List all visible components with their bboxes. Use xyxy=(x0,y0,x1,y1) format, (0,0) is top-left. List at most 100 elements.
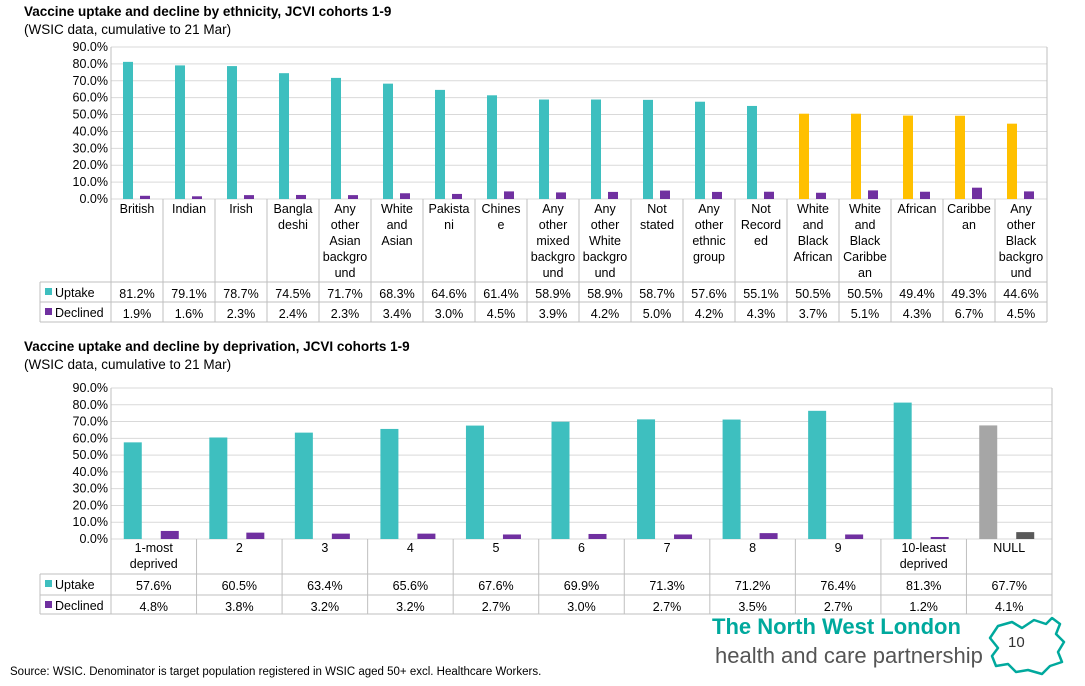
eth-uptake-label: 50.5% xyxy=(847,287,882,301)
eth-category-label: Asian xyxy=(329,234,360,248)
eth-category-label: White xyxy=(797,202,829,216)
eth-category-label: Any xyxy=(334,202,356,216)
dep-category-label: 5 xyxy=(492,541,499,555)
eth-category-label: other xyxy=(331,218,360,232)
dep-ytick-label: 0.0% xyxy=(80,532,109,546)
eth-declined-bar xyxy=(868,190,878,199)
dep-ytick-label: 60.0% xyxy=(73,431,108,445)
eth-uptake-bar xyxy=(955,115,965,199)
eth-category-label: Black xyxy=(798,234,829,248)
logo-line1: The North West London xyxy=(712,614,961,639)
eth-uptake-label: 58.9% xyxy=(535,287,570,301)
dep-declined-bar xyxy=(1016,532,1035,539)
eth-category-label: deshi xyxy=(278,218,308,232)
eth-uptake-bar xyxy=(227,66,237,199)
eth-declined-bar xyxy=(400,193,410,199)
eth-declined-label: 3.9% xyxy=(539,307,568,321)
eth-category-label: Pakista xyxy=(429,202,470,216)
eth-declined-bar xyxy=(816,192,826,199)
eth-declined-label: 4.5% xyxy=(487,307,516,321)
eth-category-label: Asian xyxy=(381,234,412,248)
eth-uptake-bar xyxy=(799,113,809,199)
dep-legend-uptake-label: Uptake xyxy=(55,578,95,592)
eth-uptake-bar xyxy=(487,95,497,199)
dep-declined-label: 4.1% xyxy=(995,600,1024,614)
dep-ytick-label: 40.0% xyxy=(73,465,108,479)
eth-category-label: and xyxy=(855,218,876,232)
chart1-subtitle: (WSIC data, cumulative to 21 Mar) xyxy=(24,22,232,37)
eth-category-label: Not xyxy=(751,202,771,216)
eth-uptake-label: 58.7% xyxy=(639,287,674,301)
eth-category-label: African xyxy=(898,202,937,216)
dep-declined-bar xyxy=(845,534,864,539)
dep-category-label: 1-most xyxy=(135,541,174,555)
dep-declined-label: 4.8% xyxy=(140,600,169,614)
eth-uptake-bar xyxy=(643,99,653,199)
eth-declined-bar xyxy=(920,191,930,199)
eth-declined-label: 4.5% xyxy=(1007,307,1036,321)
eth-category-label: Any xyxy=(594,202,616,216)
eth-declined-label: 4.3% xyxy=(903,307,932,321)
eth-uptake-label: 50.5% xyxy=(795,287,830,301)
dep-uptake-bar xyxy=(722,419,741,539)
dep-declined-label: 3.2% xyxy=(396,600,425,614)
eth-uptake-bar xyxy=(539,99,549,199)
eth-declined-bar xyxy=(244,195,254,199)
logo-line2: health and care partnership xyxy=(715,643,983,668)
eth-uptake-label: 57.6% xyxy=(691,287,726,301)
eth-declined-bar xyxy=(556,192,566,199)
eth-ytick-label: 20.0% xyxy=(73,158,108,172)
eth-uptake-bar xyxy=(435,89,445,199)
eth-category-label: Any xyxy=(1010,202,1032,216)
eth-uptake-label: 79.1% xyxy=(171,287,206,301)
dep-uptake-bar xyxy=(123,442,142,539)
eth-category-label: Irish xyxy=(229,202,253,216)
eth-declined-label: 5.0% xyxy=(643,307,672,321)
nwl-logo: The North West London health and care pa… xyxy=(712,612,1072,678)
eth-uptake-label: 58.9% xyxy=(587,287,622,301)
dep-uptake-label: 57.6% xyxy=(136,579,171,593)
eth-declined-bar xyxy=(296,194,306,199)
dep-ytick-label: 10.0% xyxy=(73,515,108,529)
eth-category-label: Black xyxy=(850,234,881,248)
eth-declined-bar xyxy=(504,191,514,199)
dep-uptake-label: 63.4% xyxy=(307,579,342,593)
dep-legend-declined-label: Declined xyxy=(55,599,104,613)
eth-legend-uptake-key xyxy=(45,288,52,295)
eth-category-label: African xyxy=(794,250,833,264)
eth-declined-bar xyxy=(1024,191,1034,199)
eth-ytick-label: 30.0% xyxy=(73,141,108,155)
dep-uptake-bar xyxy=(551,421,570,539)
eth-declined-label: 1.6% xyxy=(175,307,204,321)
eth-declined-label: 3.4% xyxy=(383,307,412,321)
eth-declined-label: 2.3% xyxy=(331,307,360,321)
dep-declined-label: 2.7% xyxy=(482,600,511,614)
dep-category-label: 7 xyxy=(664,541,671,555)
eth-category-label: White xyxy=(589,234,621,248)
eth-category-label: backgro xyxy=(999,250,1044,264)
eth-declined-label: 3.7% xyxy=(799,307,828,321)
eth-category-label: other xyxy=(695,218,724,232)
eth-category-label: stated xyxy=(640,218,674,232)
eth-category-label: backgro xyxy=(583,250,628,264)
dep-declined-label: 1.2% xyxy=(909,600,938,614)
eth-category-label: White xyxy=(849,202,881,216)
eth-category-label: ethnic xyxy=(692,234,725,248)
eth-declined-label: 4.2% xyxy=(591,307,620,321)
eth-declined-bar xyxy=(348,195,358,199)
eth-category-label: und xyxy=(543,266,564,280)
eth-declined-bar xyxy=(452,193,462,199)
eth-category-label: White xyxy=(381,202,413,216)
dep-legend-uptake-key xyxy=(45,580,52,587)
eth-ytick-label: 50.0% xyxy=(73,108,108,122)
eth-category-label: Not xyxy=(647,202,667,216)
eth-ytick-label: 40.0% xyxy=(73,124,108,138)
eth-category-label: und xyxy=(335,266,356,280)
eth-uptake-bar xyxy=(1007,123,1017,199)
dep-category-label: 9 xyxy=(835,541,842,555)
eth-category-label: other xyxy=(539,218,568,232)
eth-category-label: ni xyxy=(444,218,454,232)
eth-category-label: other xyxy=(591,218,620,232)
ethnicity-chart: 0.0% 10.0% 20.0% 30.0% 40.0% 50.0% 60.0% 70.0% 8… xyxy=(39,40,1048,323)
dep-category-label: 2 xyxy=(236,541,243,555)
